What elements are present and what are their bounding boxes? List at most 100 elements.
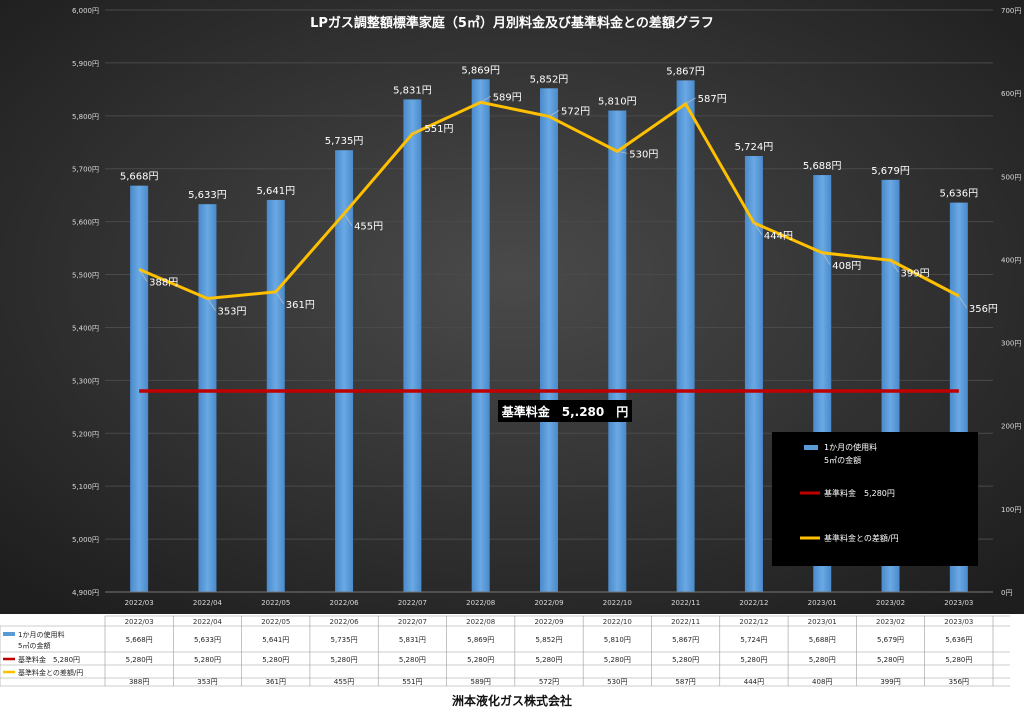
left-tick-label: 5,500円 bbox=[72, 272, 99, 280]
difference-data-label: 408円 bbox=[832, 261, 861, 272]
table-cell: 5,280円 bbox=[399, 656, 426, 664]
x-tick-label: 2023/03 bbox=[944, 599, 973, 607]
bar-data-label: 5,679円 bbox=[871, 166, 910, 177]
left-tick-label: 5,900円 bbox=[72, 60, 99, 68]
table-cell: 5,831円 bbox=[399, 636, 426, 644]
difference-leader-line bbox=[753, 222, 763, 236]
bar-data-label: 5,852円 bbox=[530, 74, 569, 85]
left-tick-label: 5,800円 bbox=[72, 113, 99, 121]
difference-leader-line bbox=[275, 291, 285, 305]
difference-leader-line bbox=[412, 127, 423, 135]
table-cell: 5,852円 bbox=[535, 636, 562, 644]
right-tick-label: 600円 bbox=[1001, 90, 1021, 98]
difference-leader-line bbox=[207, 298, 216, 311]
base-annotation: 基準料金 5,.280 円 bbox=[498, 400, 632, 422]
table-cell: 5,280円 bbox=[126, 656, 153, 664]
bar-data-label: 5,831円 bbox=[393, 85, 432, 96]
difference-leader-line bbox=[548, 110, 560, 117]
table-cell: 388円 bbox=[129, 678, 149, 686]
right-tick-label: 100円 bbox=[1001, 506, 1021, 514]
left-tick-label: 5,100円 bbox=[72, 483, 99, 491]
right-axis: 0円 100円 200円 300円 400円 500円 600円 700円 bbox=[1001, 7, 1021, 597]
left-tick-label: 5,700円 bbox=[72, 166, 99, 174]
bar-data-label: 5,724円 bbox=[735, 142, 774, 153]
difference-data-label: 399円 bbox=[901, 268, 930, 279]
table-cell: 587円 bbox=[675, 678, 695, 686]
right-tick-label: 700円 bbox=[1001, 7, 1021, 15]
table-cell: 551円 bbox=[402, 678, 422, 686]
table-header-cell: 2022/03 bbox=[125, 618, 154, 626]
bar-data-label: 5,735円 bbox=[325, 136, 364, 147]
table-cell: 5,280円 bbox=[262, 656, 289, 664]
table-cell: 5,280円 bbox=[194, 656, 221, 664]
legend-label-difference: 基準料金との差額/円 bbox=[824, 533, 899, 543]
company-name: 洲本液化ガス株式会社 bbox=[451, 694, 572, 708]
bar bbox=[198, 204, 217, 592]
difference-data-label: 388円 bbox=[149, 277, 178, 288]
table-cell: 353円 bbox=[197, 678, 217, 686]
table-cell: 5,679円 bbox=[877, 636, 904, 644]
difference-leader-line bbox=[890, 260, 899, 273]
table-cell: 408円 bbox=[812, 678, 832, 686]
table-header-cell: 2022/06 bbox=[330, 618, 360, 626]
table-cell: 5,810円 bbox=[604, 636, 631, 644]
table-cell: 444円 bbox=[744, 678, 764, 686]
table-row-swatch-bar bbox=[3, 632, 15, 636]
difference-data-label: 551円 bbox=[424, 124, 453, 135]
table-cell: 5,280円 bbox=[809, 656, 836, 664]
table-cell: 589円 bbox=[471, 678, 491, 686]
table-header-cell: 2022/05 bbox=[261, 618, 290, 626]
table-header-cell: 2023/02 bbox=[876, 618, 905, 626]
x-tick-label: 2022/09 bbox=[534, 599, 563, 607]
bar-data-label: 5,688円 bbox=[803, 161, 842, 172]
right-tick-label: 300円 bbox=[1001, 340, 1021, 348]
left-axis: 4,900円 5,000円 5,100円 5,200円 5,300円 5,400円 5,50… bbox=[72, 7, 99, 597]
difference-leader-line bbox=[138, 269, 148, 282]
difference-data-labels: 388円 353円 361円 455円 551円 589円 572円 530円 587円 444円… bbox=[138, 92, 998, 318]
annotation-text: 基準料金 5,.280 円 bbox=[501, 404, 629, 419]
left-tick-label: 5,000円 bbox=[72, 536, 99, 544]
x-tick-label: 2022/12 bbox=[739, 599, 768, 607]
table-header-cell: 2022/11 bbox=[671, 618, 700, 626]
bar bbox=[540, 88, 558, 593]
table-cell: 399円 bbox=[880, 678, 900, 686]
table-cell: 5,280円 bbox=[740, 656, 767, 664]
bar bbox=[676, 80, 695, 593]
right-tick-label: 200円 bbox=[1001, 423, 1021, 431]
table-row-label-difference: 基準料金との差額/円 bbox=[18, 668, 83, 677]
table-cell: 5,280円 bbox=[331, 656, 358, 664]
table-header-cell: 2022/07 bbox=[398, 618, 427, 626]
bar bbox=[403, 99, 422, 592]
difference-data-label: 572円 bbox=[561, 106, 590, 117]
chart-title: LPガス調整額標準家庭（5㎥）月別料金及び基準料金との差額グラフ bbox=[310, 15, 714, 31]
table-header-cell: 2022/12 bbox=[739, 618, 768, 626]
table-cell: 5,280円 bbox=[604, 656, 631, 664]
bar bbox=[608, 110, 627, 592]
table-header-cell: 2023/01 bbox=[808, 618, 837, 626]
table-cell: 361円 bbox=[266, 678, 286, 686]
bar bbox=[744, 156, 763, 592]
bar-data-label: 5,668円 bbox=[120, 172, 159, 183]
table-header-cell: 2022/04 bbox=[193, 618, 223, 626]
bar-data-label: 5,869円 bbox=[461, 65, 500, 76]
difference-data-label: 353円 bbox=[217, 307, 246, 318]
table-cell: 572円 bbox=[539, 678, 559, 686]
table-header-cell: 2022/09 bbox=[534, 618, 563, 626]
difference-data-label: 587円 bbox=[698, 94, 727, 105]
x-tick-label: 2022/04 bbox=[193, 599, 223, 607]
table-row-label-base: 基準料金 5,280円 bbox=[18, 655, 80, 664]
x-tick-label: 2023/02 bbox=[876, 599, 905, 607]
table-cell: 5,688円 bbox=[809, 636, 836, 644]
difference-leader-line bbox=[958, 295, 968, 309]
table-row-label-bar-line1: 1か月の使用料 bbox=[18, 630, 64, 639]
x-axis: 2022/03 2022/04 2022/05 2022/06 2022/07 2022/… bbox=[105, 591, 993, 607]
bar bbox=[130, 185, 149, 592]
table-cell: 5,869円 bbox=[467, 636, 494, 644]
bar bbox=[266, 199, 285, 592]
bar bbox=[471, 79, 490, 592]
bar-data-label: 5,867円 bbox=[666, 66, 705, 77]
table-cell: 5,735円 bbox=[331, 636, 358, 644]
difference-data-label: 356円 bbox=[969, 304, 998, 315]
